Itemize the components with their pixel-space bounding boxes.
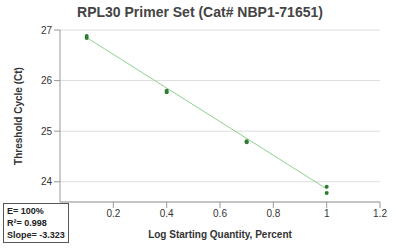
- svg-text:0.4: 0.4: [160, 208, 174, 219]
- svg-text:0.8: 0.8: [266, 208, 280, 219]
- svg-text:27: 27: [41, 25, 53, 36]
- svg-text:1: 1: [324, 208, 330, 219]
- html-text:R²= 0.998: R²= 0.998: [7, 218, 47, 228]
- svg-text:Log Starting Quantity, Percent: Log Starting Quantity, Percent: [148, 229, 292, 240]
- svg-text:25: 25: [41, 126, 53, 137]
- svg-text:1.2: 1.2: [373, 208, 387, 219]
- svg-text:0.6: 0.6: [213, 208, 227, 219]
- svg-text:24: 24: [41, 176, 53, 187]
- svg-text:26: 26: [41, 75, 53, 86]
- svg-text:0.2: 0.2: [106, 208, 120, 219]
- svg-text:Threshold Cycle (Ct): Threshold Cycle (Ct): [13, 67, 24, 165]
- html-text:RPL30 Primer Set (Cat# NBP1-71: RPL30 Primer Set (Cat# NBP1-71651): [77, 4, 323, 20]
- html-text:Slope= -3.323: Slope= -3.323: [7, 230, 65, 240]
- html-text:E= 100%: E= 100%: [7, 206, 44, 216]
